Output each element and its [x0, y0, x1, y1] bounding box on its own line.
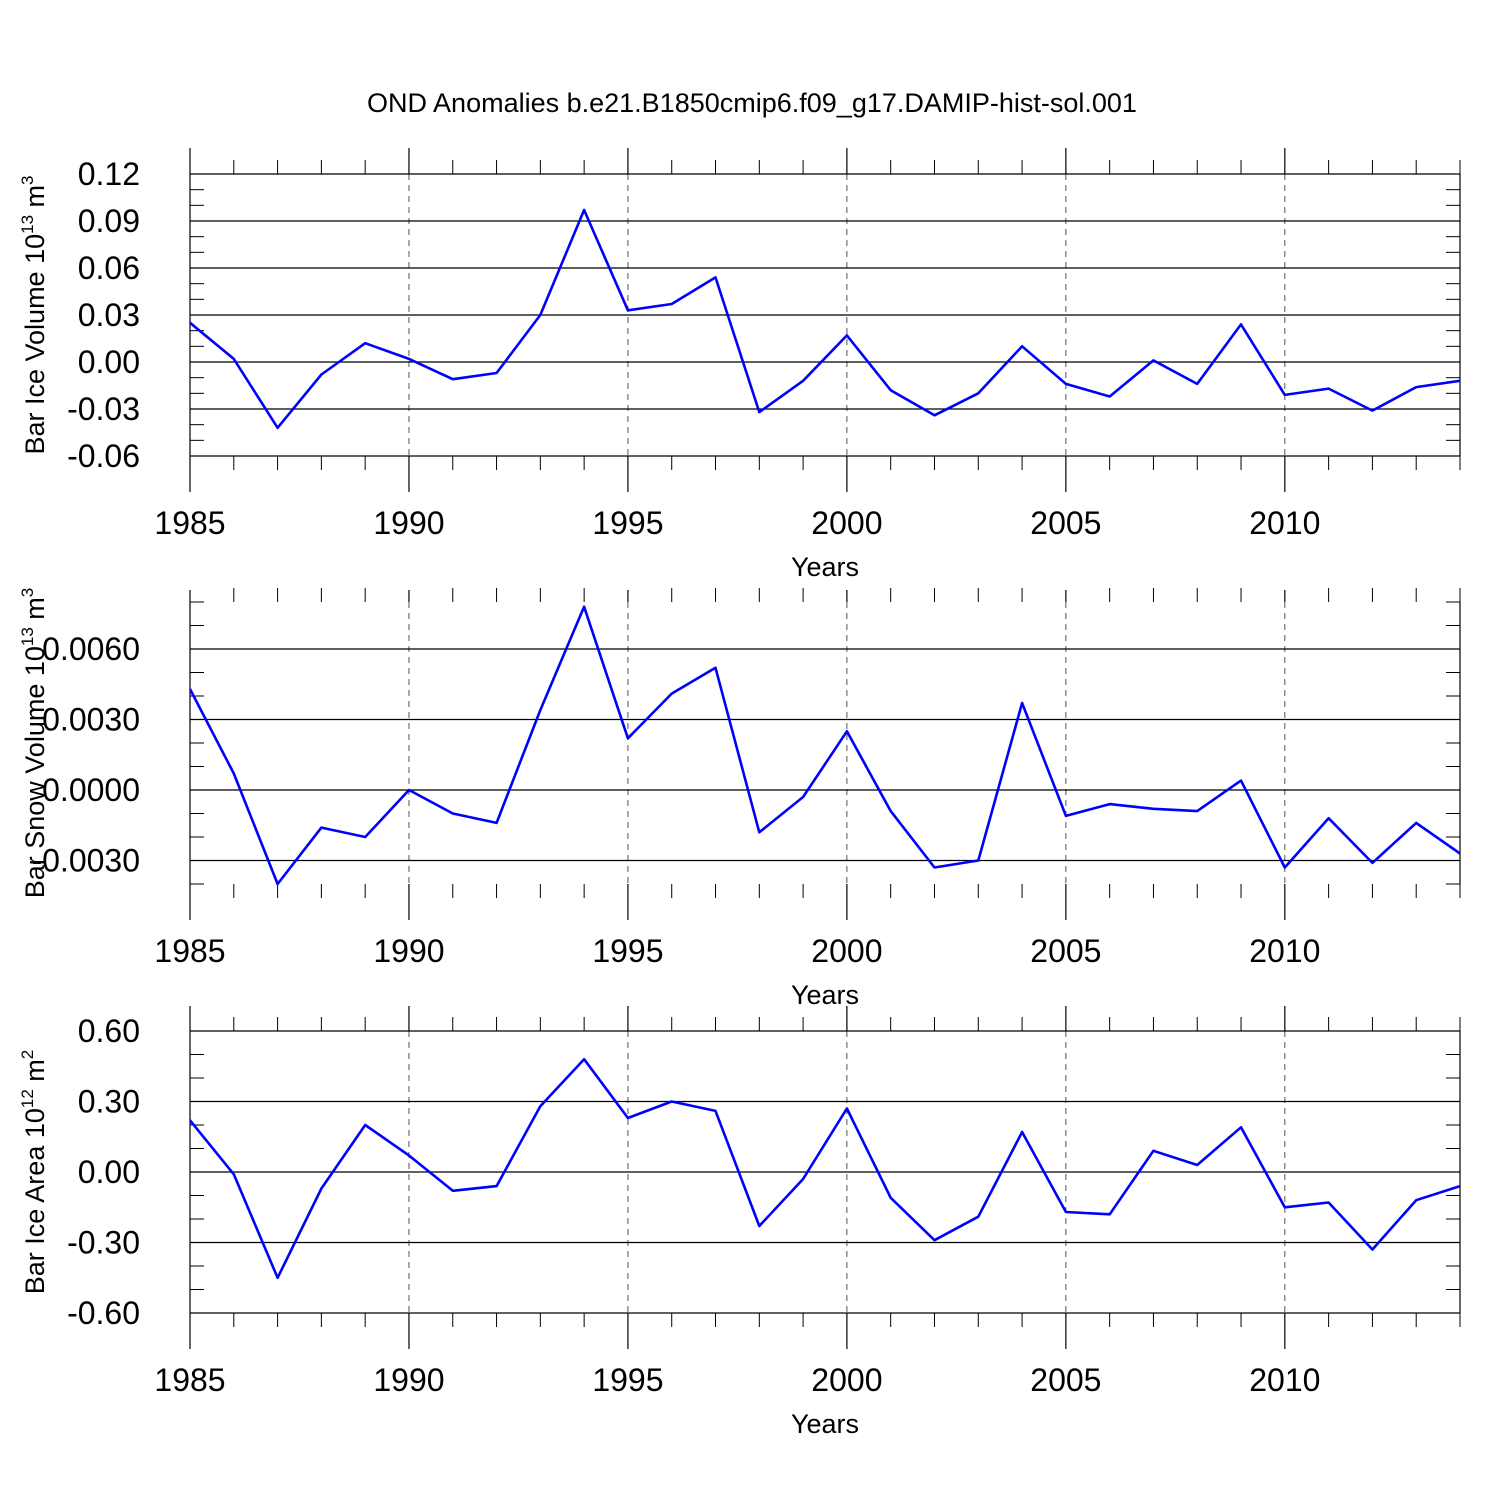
- x-tick-label: 1990: [373, 505, 444, 541]
- x-tick-label: 2005: [1030, 505, 1101, 541]
- y-tick-label: -0.30: [67, 1225, 140, 1261]
- x-tick-label: 1990: [373, 1362, 444, 1398]
- plot-panel-2: -0.0030 0.0000 0.0030 0.0060 1985 1990 1995 200…: [18, 588, 1461, 1010]
- y-tick-label: 0.09: [78, 203, 140, 239]
- x-tick-label: 2000: [811, 1362, 882, 1398]
- x-tick-label: 1985: [154, 1362, 225, 1398]
- chart-title: OND Anomalies b.e21.B1850cmip6.f09_g17.D…: [367, 88, 1137, 118]
- y-tick-label: 0.60: [78, 1013, 140, 1049]
- y-axis-label: Bar Ice Volume 1013 m3: [18, 175, 50, 454]
- x-tick-label: 1995: [592, 505, 663, 541]
- series-line: [190, 1057, 1460, 1280]
- x-tick-label: 2005: [1030, 1362, 1101, 1398]
- x-tick-label: 1990: [373, 933, 444, 969]
- y-tick-label: 0.03: [78, 297, 140, 333]
- x-tick-label: 1985: [154, 505, 225, 541]
- x-axis-label: Years: [791, 980, 859, 1010]
- x-tick-label: 2010: [1249, 505, 1320, 541]
- y-tick-label: -0.06: [67, 438, 140, 474]
- y-tick-label: -0.03: [67, 391, 140, 427]
- series-line: [190, 208, 1460, 430]
- y-tick-label: -0.0030: [31, 843, 140, 879]
- y-axis-label: Bar Ice Area 1012 m2: [18, 1050, 50, 1295]
- y-tick-label: 0.00: [78, 344, 140, 380]
- x-tick-label: 2010: [1249, 1362, 1320, 1398]
- x-tick-label: 2000: [811, 933, 882, 969]
- series-line: [190, 605, 1460, 886]
- y-tick-label: 0.12: [78, 156, 140, 192]
- y-tick-label: 0.0060: [42, 631, 140, 667]
- y-tick-label: 0.0030: [42, 702, 140, 738]
- x-tick-label: 1985: [154, 933, 225, 969]
- plot-panel-3: -0.60 -0.30 0.00 0.30 0.60 1985 1990 1995 2000 20…: [18, 1006, 1461, 1439]
- y-axis-label: Bar Snow Volume 1013 m3: [18, 588, 50, 899]
- x-tick-label: 2010: [1249, 933, 1320, 969]
- x-axis-label: Years: [791, 1409, 859, 1439]
- y-tick-label: 0.30: [78, 1084, 140, 1120]
- plot-panel-1: -0.06 -0.03 0.00 0.03 0.06 0.09 0.12 1985 1990 19…: [18, 148, 1461, 582]
- x-tick-label: 2005: [1030, 933, 1101, 969]
- y-tick-label: 0.06: [78, 250, 140, 286]
- x-tick-label: 1995: [592, 933, 663, 969]
- y-tick-label: 0.0000: [42, 772, 140, 808]
- x-tick-label: 1995: [592, 1362, 663, 1398]
- x-axis-label: Years: [791, 552, 859, 582]
- y-tick-label: 0.00: [78, 1154, 140, 1190]
- x-tick-label: 2000: [811, 505, 882, 541]
- y-tick-label: -0.60: [67, 1295, 140, 1331]
